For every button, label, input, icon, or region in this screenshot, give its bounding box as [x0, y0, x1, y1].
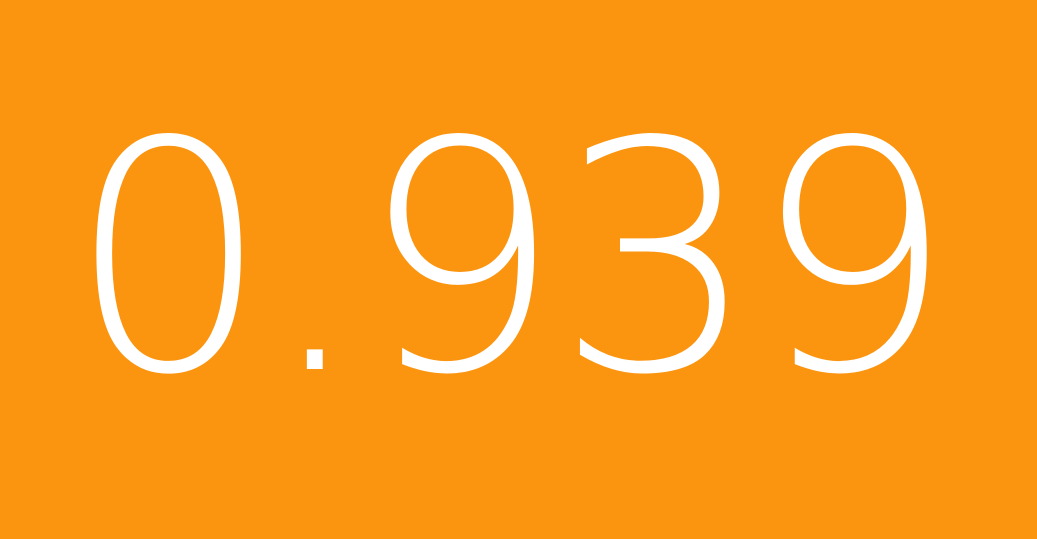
metric-value: 0.939 [68, 74, 954, 444]
